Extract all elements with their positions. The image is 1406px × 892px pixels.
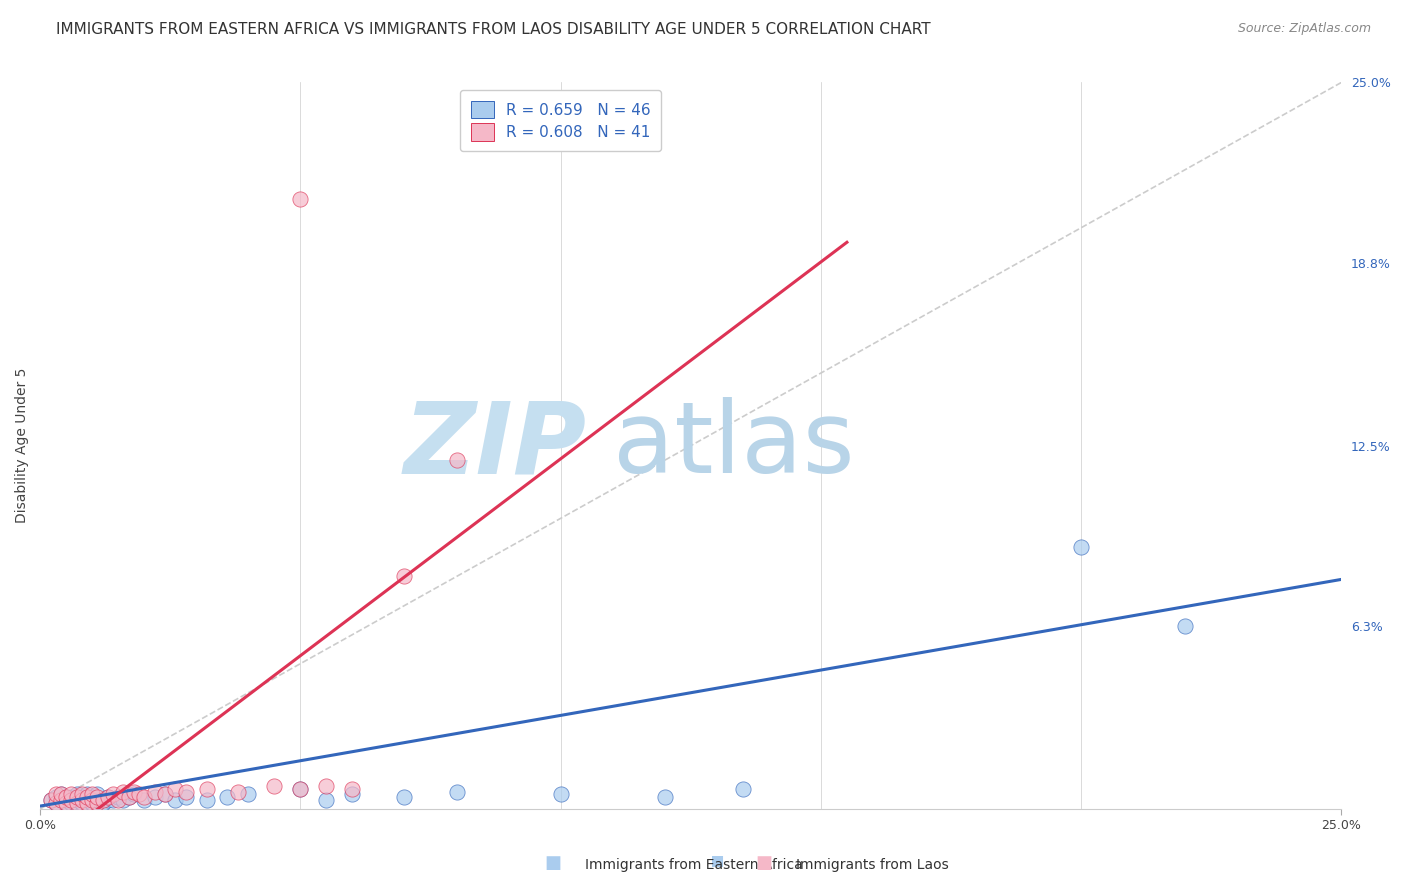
Point <box>550 788 572 802</box>
Point <box>45 796 67 810</box>
Point <box>82 793 104 807</box>
Point <box>226 784 249 798</box>
Point <box>55 790 77 805</box>
Point <box>65 790 87 805</box>
Point <box>55 796 77 810</box>
Point <box>238 788 260 802</box>
Point <box>174 790 197 805</box>
Point <box>49 788 72 802</box>
Point <box>107 790 129 805</box>
Point <box>263 779 285 793</box>
Point <box>82 788 104 802</box>
Y-axis label: Disability Age Under 5: Disability Age Under 5 <box>15 368 30 524</box>
Point <box>86 793 108 807</box>
Text: Source: ZipAtlas.com: Source: ZipAtlas.com <box>1237 22 1371 36</box>
Point <box>165 793 187 807</box>
Point <box>49 788 72 802</box>
Point <box>76 796 98 810</box>
Point <box>394 569 416 583</box>
Point <box>446 453 468 467</box>
Point <box>82 796 104 810</box>
Point <box>70 788 93 802</box>
Point <box>86 790 108 805</box>
Point <box>70 796 93 810</box>
Point <box>290 781 312 796</box>
Text: ZIP: ZIP <box>404 397 586 494</box>
Text: IMMIGRANTS FROM EASTERN AFRICA VS IMMIGRANTS FROM LAOS DISABILITY AGE UNDER 5 CO: IMMIGRANTS FROM EASTERN AFRICA VS IMMIGR… <box>56 22 931 37</box>
Point <box>342 788 364 802</box>
Point <box>49 793 72 807</box>
Point <box>217 790 239 805</box>
Point <box>112 784 135 798</box>
Point <box>290 192 312 206</box>
Point <box>290 781 312 796</box>
Point <box>60 790 83 805</box>
Point <box>134 793 156 807</box>
Text: Immigrants from Laos: Immigrants from Laos <box>796 858 949 872</box>
Point <box>55 790 77 805</box>
Point <box>91 793 114 807</box>
Point <box>76 790 98 805</box>
Point <box>65 793 87 807</box>
Point <box>117 790 139 805</box>
Point <box>107 793 129 807</box>
Point <box>101 793 124 807</box>
Text: ▪: ▪ <box>710 850 725 870</box>
Point <box>70 790 93 805</box>
Point <box>65 796 87 810</box>
Point <box>97 790 120 805</box>
Point <box>65 788 87 802</box>
Text: ■: ■ <box>755 855 772 872</box>
Point <box>153 788 176 802</box>
Point <box>97 790 120 805</box>
Point <box>60 788 83 802</box>
Point <box>97 793 120 807</box>
Point <box>117 790 139 805</box>
Point <box>1174 619 1197 633</box>
Point <box>70 793 93 807</box>
Point <box>60 793 83 807</box>
Point <box>49 793 72 807</box>
Point <box>39 793 62 807</box>
Point <box>1070 541 1092 555</box>
Point <box>654 790 676 805</box>
Point <box>86 796 108 810</box>
Point <box>153 788 176 802</box>
Point <box>446 784 468 798</box>
Point <box>122 788 145 802</box>
Text: ■: ■ <box>544 855 561 872</box>
Point <box>45 790 67 805</box>
Point <box>731 781 754 796</box>
Point <box>128 788 150 802</box>
Point <box>55 793 77 807</box>
Point <box>82 790 104 805</box>
Point <box>143 790 166 805</box>
Point <box>45 796 67 810</box>
Point <box>55 796 77 810</box>
Point <box>315 793 337 807</box>
Point <box>134 790 156 805</box>
Point <box>122 784 145 798</box>
Point <box>39 793 62 807</box>
Point <box>174 784 197 798</box>
Point <box>101 788 124 802</box>
Legend: R = 0.659   N = 46, R = 0.608   N = 41: R = 0.659 N = 46, R = 0.608 N = 41 <box>460 90 661 152</box>
Point <box>60 796 83 810</box>
Text: atlas: atlas <box>613 397 855 494</box>
Point <box>315 779 337 793</box>
Point <box>86 788 108 802</box>
Point <box>195 781 218 796</box>
Point <box>45 788 67 802</box>
Point <box>112 793 135 807</box>
Point <box>143 784 166 798</box>
Point <box>342 781 364 796</box>
Point <box>91 796 114 810</box>
Point <box>195 793 218 807</box>
Point <box>76 793 98 807</box>
Point <box>165 781 187 796</box>
Text: Immigrants from Eastern Africa: Immigrants from Eastern Africa <box>585 858 803 872</box>
Point <box>394 790 416 805</box>
Point <box>76 788 98 802</box>
